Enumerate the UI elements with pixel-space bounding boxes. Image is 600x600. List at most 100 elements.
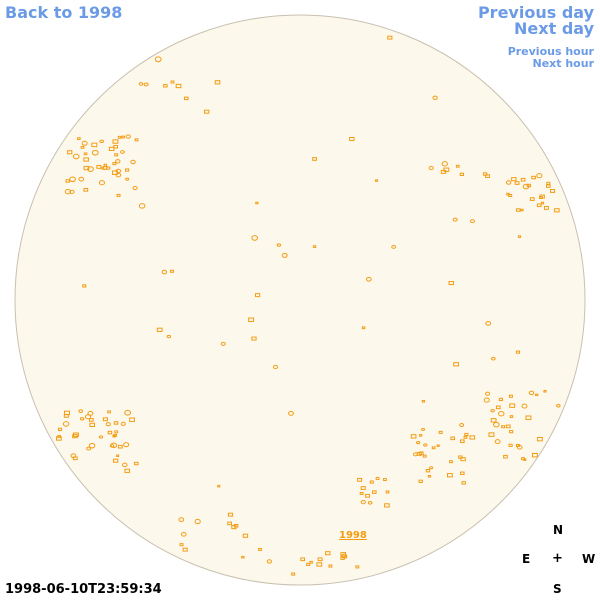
feature-contour — [272, 364, 279, 370]
feature-contour — [460, 457, 466, 462]
feature-contour — [375, 476, 380, 481]
feature-contour — [312, 245, 317, 248]
feature-contour — [391, 244, 397, 249]
feature-contour — [422, 454, 427, 458]
feature-contour — [385, 490, 390, 494]
feature-contour — [276, 243, 282, 247]
feature-contour — [214, 80, 221, 85]
feature-contour — [367, 500, 373, 505]
previous-day-link[interactable]: Previous day — [477, 3, 594, 22]
feature-contour — [317, 557, 323, 562]
feature-contour — [498, 397, 504, 402]
feature-contour — [460, 471, 465, 476]
feature-contour — [540, 201, 545, 205]
next-hour-link[interactable]: Next hour — [532, 57, 595, 70]
feature-contour — [328, 564, 333, 568]
feature-contour — [410, 434, 417, 439]
feature-contour — [112, 170, 119, 175]
feature-contour — [170, 269, 174, 273]
feature-contour — [91, 149, 99, 156]
feature-contour — [125, 134, 131, 139]
feature-contour — [421, 427, 426, 431]
feature-contour — [485, 320, 492, 326]
previous-hour-link[interactable]: Previous hour — [507, 45, 594, 58]
feature-contour — [166, 334, 172, 339]
feature-contour — [105, 166, 111, 170]
feature-contour — [108, 146, 115, 152]
feature-contour — [511, 177, 517, 182]
feature-contour — [227, 521, 232, 526]
feature-contour — [163, 84, 168, 88]
compass-center-cross: + — [552, 551, 563, 566]
feature-contour — [122, 462, 128, 468]
feature-contour — [543, 206, 549, 210]
feature-contour — [266, 559, 273, 564]
feature-contour — [64, 189, 72, 195]
feature-contour — [91, 142, 98, 148]
feature-contour — [291, 572, 296, 576]
back-to-year-link[interactable]: Back to 1998 — [5, 3, 123, 22]
feature-contour — [535, 393, 539, 397]
feature-contour — [64, 410, 71, 416]
feature-contour — [112, 458, 119, 463]
feature-contour — [418, 451, 424, 456]
feature-contour — [220, 341, 226, 346]
feature-contour — [536, 203, 542, 208]
feature-contour — [509, 430, 514, 434]
feature-contour — [450, 436, 456, 441]
feature-contour — [57, 427, 63, 431]
feature-contour — [482, 172, 488, 176]
feature-contour — [117, 444, 123, 449]
feature-contour — [536, 436, 543, 442]
feature-contour — [432, 95, 438, 100]
next-day-link[interactable]: Next day — [514, 19, 594, 38]
feature-contour — [204, 109, 210, 114]
feature-contour — [383, 478, 387, 482]
feature-contour — [69, 189, 75, 195]
feature-contour — [421, 400, 425, 403]
feature-contour — [312, 157, 317, 161]
feature-contour — [161, 269, 168, 275]
feature-contour — [134, 461, 139, 466]
feature-contour — [360, 486, 366, 490]
feature-contour — [124, 468, 131, 473]
feature-contour — [509, 415, 514, 418]
feature-contour — [461, 481, 466, 485]
feature-contour — [117, 135, 122, 139]
feature-contour — [258, 547, 262, 551]
feature-contour — [130, 159, 136, 165]
feature-contour — [469, 435, 476, 440]
feature-contour — [503, 454, 508, 459]
feature-contour — [288, 410, 294, 416]
feature-contour — [493, 421, 500, 428]
feature-contour — [536, 173, 543, 179]
feature-contour — [361, 326, 366, 330]
feature-contour — [78, 176, 85, 182]
feature-contour — [78, 409, 84, 413]
feature-contour — [464, 432, 469, 437]
feature-contour — [529, 197, 535, 201]
feature-contour — [56, 436, 62, 441]
feature-contour — [306, 562, 311, 566]
feature-contour — [251, 235, 259, 241]
feature-contour — [375, 179, 379, 182]
feature-contour — [83, 165, 90, 171]
feature-contour — [343, 555, 348, 559]
feature-contour — [115, 159, 121, 164]
feature-contour — [143, 82, 149, 87]
feature-contour — [242, 533, 249, 538]
feature-contour — [531, 175, 536, 180]
feature-contour — [441, 161, 448, 167]
feature-contour — [129, 417, 136, 422]
feature-contour — [112, 139, 119, 144]
feature-contour — [114, 153, 119, 157]
feature-contour — [516, 443, 520, 447]
feature-contour — [132, 185, 138, 191]
feature-contour — [281, 252, 288, 258]
feature-contour — [418, 479, 423, 484]
year-link[interactable]: 1998 — [339, 530, 367, 541]
feature-contour — [459, 423, 465, 427]
feature-contour — [514, 181, 520, 185]
